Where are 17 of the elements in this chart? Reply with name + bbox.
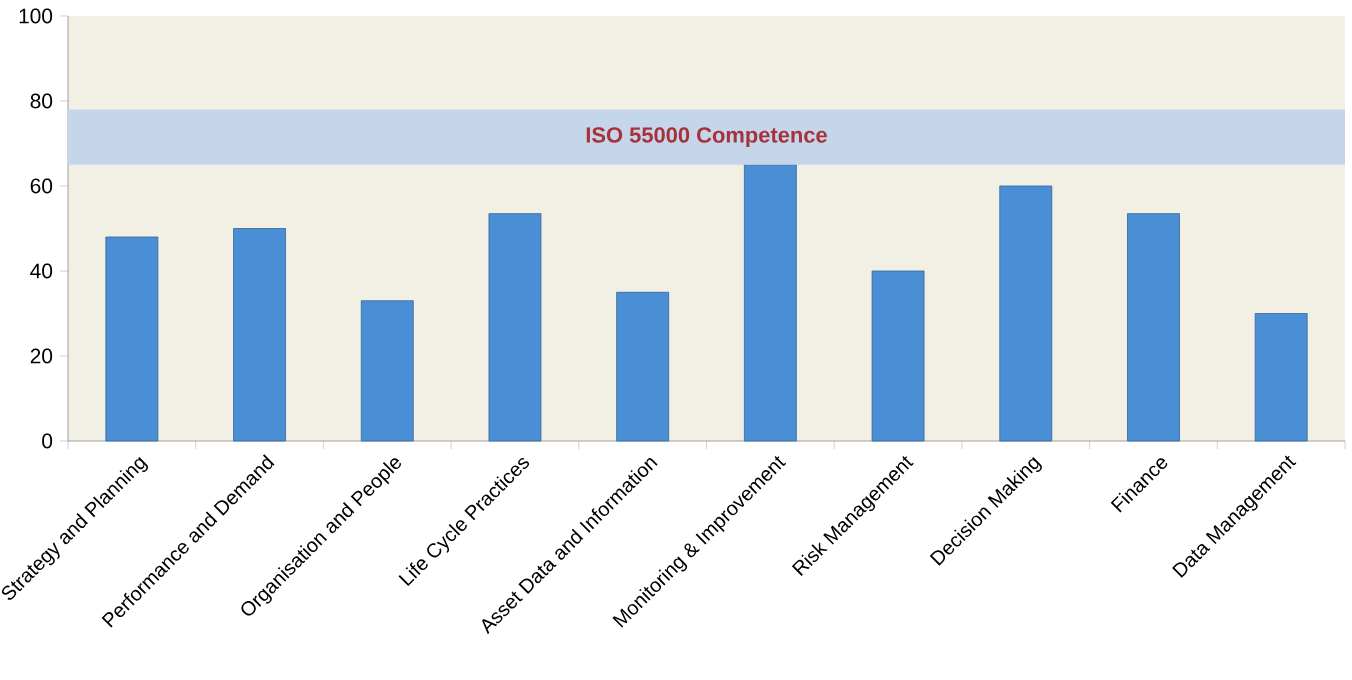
y-tick-label: 0 <box>42 433 53 449</box>
y-tick-label: 40 <box>30 263 53 279</box>
band-label: ISO 55000 Competence <box>586 127 827 148</box>
y-tick-label: 60 <box>30 178 53 194</box>
bar <box>105 236 159 442</box>
y-tick-label: 100 <box>19 8 53 24</box>
bar <box>999 185 1053 442</box>
y-tick-label: 80 <box>30 93 53 109</box>
bar <box>1127 213 1180 442</box>
bar <box>616 291 670 442</box>
bar <box>1254 313 1308 442</box>
y-tick-label: 20 <box>30 348 53 364</box>
bar <box>743 164 797 442</box>
bar <box>488 213 542 442</box>
bar <box>233 228 286 442</box>
bar <box>871 270 925 442</box>
bar <box>360 300 414 442</box>
